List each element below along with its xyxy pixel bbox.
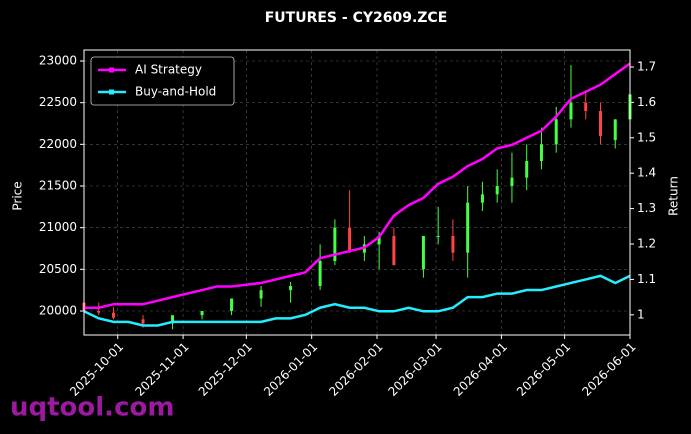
y2-tick-label: 1.4 <box>637 166 656 180</box>
candle-body <box>495 186 499 195</box>
y2-tick-label: 1.7 <box>637 59 656 73</box>
candle-body <box>554 119 558 145</box>
candle-body <box>510 177 514 186</box>
candle-body <box>569 102 573 120</box>
candle-body <box>392 236 396 266</box>
candle-body <box>289 286 293 291</box>
candle-body <box>97 311 101 313</box>
candle-body <box>259 290 263 299</box>
candle-body <box>436 236 440 237</box>
watermark: uqtool.com <box>10 393 174 423</box>
candle-body <box>377 236 381 245</box>
candle-body <box>480 194 484 203</box>
chart-title: FUTURES - CY2609.ZCE <box>265 10 448 26</box>
candle-body <box>421 236 425 270</box>
return-line <box>83 274 631 327</box>
legend-label: AI Strategy <box>135 63 202 77</box>
candle-body <box>598 111 602 136</box>
y-tick-label: 22500 <box>39 95 77 109</box>
y-tick-label: 21500 <box>39 179 77 193</box>
y2-tick-label: 1.6 <box>637 95 656 109</box>
candle-body <box>333 227 337 261</box>
legend-marker <box>109 67 114 73</box>
legend-label: Buy-and-Hold <box>135 85 216 99</box>
y-tick-label: 20000 <box>39 304 77 318</box>
legend-box <box>90 56 235 106</box>
candle-body <box>613 119 617 141</box>
y2-tick-label: 1.5 <box>637 130 656 144</box>
candle-body <box>451 236 455 253</box>
candle-body <box>141 319 145 324</box>
candle-body <box>230 298 234 311</box>
y-tick-label: 23000 <box>39 54 77 68</box>
candle-body <box>466 202 470 253</box>
y-axis-label: Price <box>11 181 25 210</box>
candle-body <box>584 102 588 111</box>
candle-body <box>200 311 204 316</box>
legend-marker <box>109 89 114 95</box>
y-tick-label: 22000 <box>39 137 77 151</box>
y2-tick-label: 1 <box>637 307 645 321</box>
candle-body <box>348 227 352 253</box>
y-tick-label: 20500 <box>39 262 77 276</box>
plot-frame <box>83 49 631 336</box>
y2-axis-label: Return <box>667 176 681 216</box>
y2-tick-label: 1.2 <box>637 237 656 251</box>
y-tick-label: 21000 <box>39 220 77 234</box>
y2-tick-label: 1.1 <box>637 272 656 286</box>
candle-body <box>171 315 175 324</box>
candle-body <box>525 161 529 178</box>
candle-body <box>112 312 116 318</box>
candle-body <box>318 261 322 286</box>
y2-tick-label: 1.3 <box>637 201 656 215</box>
return-line <box>84 62 631 309</box>
candle-body <box>539 144 543 161</box>
